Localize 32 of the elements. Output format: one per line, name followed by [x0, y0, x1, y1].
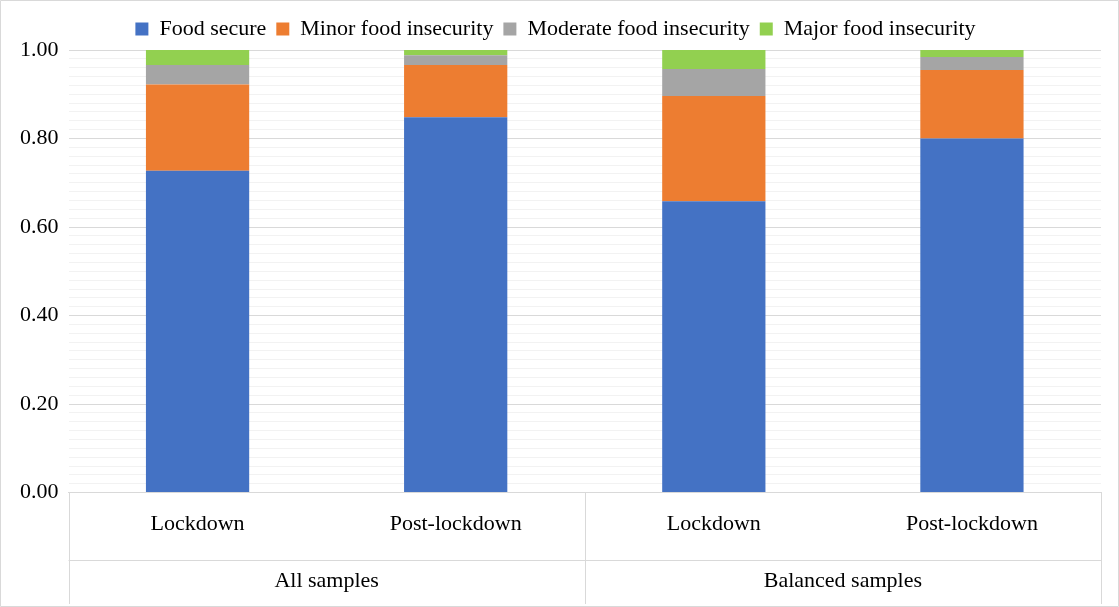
x-tick-label: Post-lockdown	[389, 509, 522, 535]
bar	[920, 69, 1024, 139]
legend-label: Moderate food insecurity	[527, 14, 750, 40]
bar	[145, 84, 250, 171]
bar	[662, 50, 766, 70]
legend-label: Major food insecurity	[783, 14, 976, 40]
bar	[404, 65, 508, 118]
legend-label: Minor food insecurity	[300, 14, 494, 40]
bar	[662, 96, 766, 202]
y-tick-label: 1.00	[20, 35, 59, 61]
bar	[145, 170, 250, 493]
y-tick-label: 0.80	[20, 124, 59, 150]
bar	[404, 55, 508, 66]
text: All samples	[274, 566, 379, 592]
x-tick-label: Lockdown	[666, 509, 761, 535]
y-tick-label: 0.00	[20, 478, 59, 504]
y-tick-label: 0.60	[20, 212, 59, 238]
bar	[404, 50, 508, 56]
legend-label: Food secure	[159, 14, 267, 40]
x-tick-label: Post-lockdown	[905, 509, 1038, 535]
bar	[662, 69, 766, 97]
y-tick-label: 0.20	[20, 389, 59, 415]
bar	[404, 117, 508, 493]
text: Balanced samples	[763, 566, 922, 592]
y-tick-label: 0.40	[20, 301, 59, 327]
bar	[145, 65, 250, 85]
bar	[920, 57, 1024, 70]
bar	[662, 201, 766, 493]
x-tick-label: Lockdown	[150, 509, 245, 535]
bar	[920, 50, 1024, 58]
bar	[145, 50, 250, 66]
bar	[920, 138, 1024, 493]
